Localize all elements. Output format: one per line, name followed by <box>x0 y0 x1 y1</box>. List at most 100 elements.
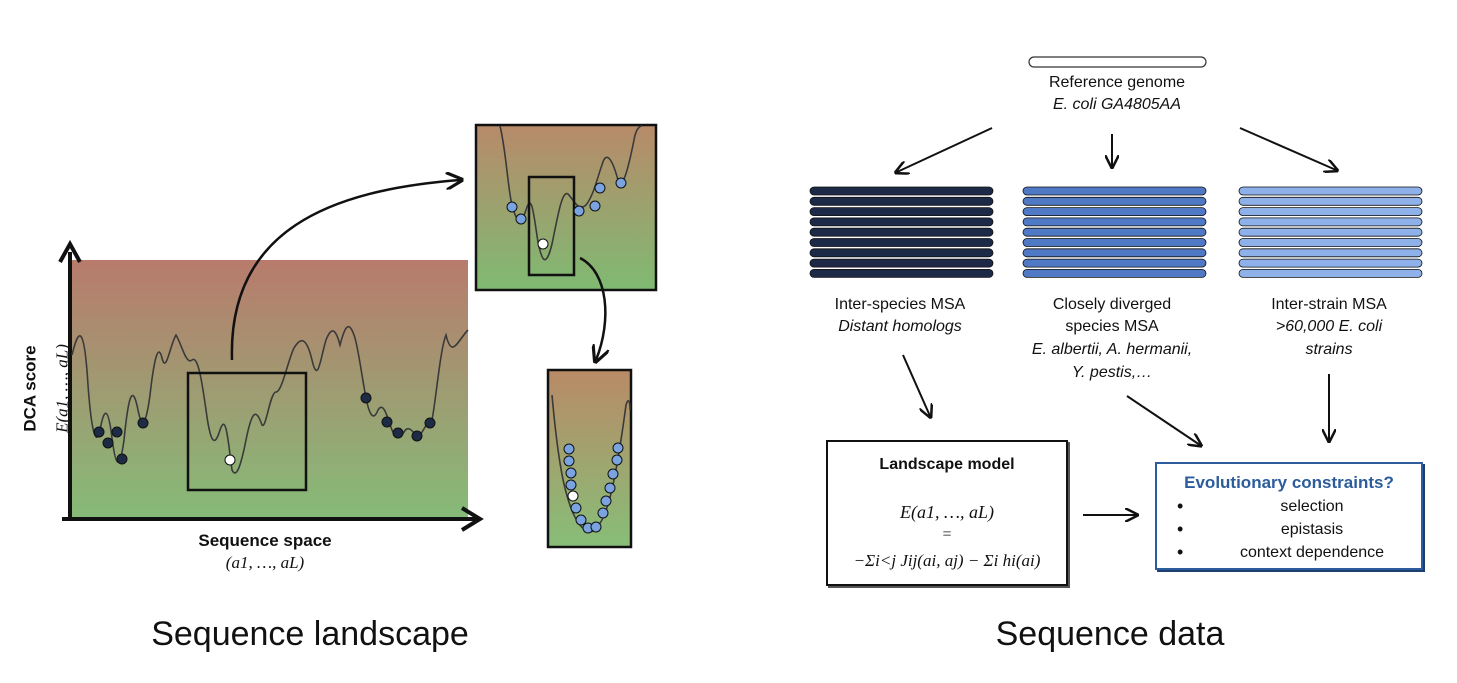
x-axis-formula: (a1, …, aL) <box>225 553 305 572</box>
constraint-item: context dependence <box>1177 541 1407 564</box>
landscape-model-box: Landscape model E(a1, …, aL) = −Σi<j Jij… <box>826 440 1068 586</box>
y-axis <box>58 239 82 520</box>
msa-sequence-row <box>1022 227 1207 237</box>
zoom-arrow-2 <box>579 256 605 360</box>
point-blue <box>615 177 627 189</box>
point-blue <box>506 201 518 213</box>
point-dark <box>424 417 436 429</box>
msa-sequence-row <box>1238 217 1423 227</box>
msa-interstrain-line2: >60,000 E. coli <box>1275 318 1383 335</box>
arrow-interspecies-to-model <box>902 354 930 416</box>
point-dark <box>111 426 123 438</box>
reference-title: Reference genome <box>1048 74 1186 91</box>
msa-stack-interstrain <box>1238 186 1423 278</box>
msa-stack-close <box>1022 186 1207 278</box>
constraints-list: selection epistasis context dependence <box>1177 495 1407 564</box>
msa-close-line4: Y. pestis,… <box>1071 364 1153 381</box>
msa-sequence-row <box>1238 196 1423 206</box>
left-panel-caption: Sequence landscape <box>151 615 469 653</box>
model-rhs: −Σi<j Jij(ai, aj) − Σi hi(ai) <box>853 551 1041 570</box>
point-blue <box>565 479 577 491</box>
point-white <box>224 454 236 466</box>
y-axis-formula: E(a1, …, aL) <box>52 329 73 449</box>
point-dark <box>360 392 372 404</box>
msa-sequence-row <box>809 196 994 206</box>
point-blue <box>575 514 587 526</box>
msa-sequence-row <box>1022 268 1207 278</box>
arrow-ref-to-interstrain <box>1239 127 1336 170</box>
msa-sequence-row <box>1238 268 1423 278</box>
point-blue <box>604 482 616 494</box>
msa-sequence-row <box>1238 186 1423 196</box>
point-blue <box>565 467 577 479</box>
msa-close-line2: species MSA <box>1065 318 1159 335</box>
msa-sequence-row <box>1238 258 1423 268</box>
constraint-item: epistasis <box>1177 518 1407 541</box>
msa-interspecies-line1: Inter-species MSA <box>834 296 966 313</box>
msa-sequence-row <box>1022 238 1207 247</box>
model-lhs: E(a1, …, aL) <box>900 502 994 522</box>
constraints-box: Evolutionary constraints? selection epis… <box>1155 462 1423 570</box>
point-blue <box>590 521 602 533</box>
msa-sequence-row <box>809 207 994 217</box>
msa-sequence-row <box>1022 186 1207 196</box>
arrow-close-to-constraints <box>1126 395 1200 445</box>
zoom-arrow-1 <box>230 180 460 361</box>
point-dark <box>381 416 393 428</box>
msa-sequence-row <box>1022 248 1207 258</box>
y-axis-formula-text: E(a1, …, aL) <box>52 344 72 433</box>
msa-sequence-row <box>1238 207 1423 217</box>
inset-1-frame <box>474 123 658 292</box>
msa-sequence-row <box>1238 248 1423 258</box>
reference-strain: E. coli GA4805AA <box>1052 96 1182 113</box>
inset-2-points <box>563 442 624 534</box>
right-panel-caption: Sequence data <box>995 615 1225 653</box>
point-blue <box>563 443 575 455</box>
point-dark <box>116 453 128 465</box>
constraint-item: selection <box>1177 495 1407 518</box>
point-blue <box>570 502 582 514</box>
point-blue <box>573 205 585 217</box>
model-title: Landscape model <box>879 456 1015 473</box>
msa-interspecies-line2: Distant homologs <box>838 318 962 335</box>
msa-sequence-row <box>809 258 994 268</box>
x-axis <box>62 506 484 532</box>
msa-sequence-row <box>809 217 994 227</box>
point-white <box>567 490 579 502</box>
x-axis-title: Sequence space <box>198 531 332 550</box>
point-blue <box>597 507 609 519</box>
msa-sequence-row <box>1238 227 1423 237</box>
point-blue <box>563 455 575 467</box>
point-dark <box>392 427 404 439</box>
landscape-background <box>70 260 468 518</box>
arrow-ref-to-interspecies <box>897 127 993 172</box>
msa-sequence-row <box>809 238 994 247</box>
msa-sequence-row <box>1022 196 1207 206</box>
reference-genome-bar <box>1028 56 1207 68</box>
msa-close-line3: E. albertii, A. hermanii, <box>1031 341 1193 358</box>
point-blue <box>600 495 612 507</box>
point-white <box>537 238 549 250</box>
msa-stack-interspecies <box>809 186 994 278</box>
point-dark <box>93 426 105 438</box>
msa-sequence-row <box>1022 217 1207 227</box>
y-axis-title: DCA score <box>20 345 40 432</box>
point-dark <box>102 437 114 449</box>
msa-sequence-row <box>809 227 994 237</box>
inset-1-zoom-box <box>527 175 576 277</box>
point-blue <box>515 213 527 225</box>
point-dark <box>137 417 149 429</box>
msa-sequence-row <box>1238 238 1423 247</box>
msa-interstrain-line1: Inter-strain MSA <box>1271 296 1387 313</box>
msa-sequence-row <box>809 186 994 196</box>
msa-sequence-row <box>809 268 994 278</box>
msa-sequence-row <box>809 248 994 258</box>
point-blue <box>594 182 606 194</box>
point-dark <box>411 430 423 442</box>
model-eq: = <box>942 526 952 543</box>
point-blue <box>611 454 623 466</box>
zoom-box-1 <box>186 371 308 492</box>
msa-sequence-row <box>1022 258 1207 268</box>
inset-2-curve <box>551 394 631 533</box>
point-blue <box>589 200 601 212</box>
